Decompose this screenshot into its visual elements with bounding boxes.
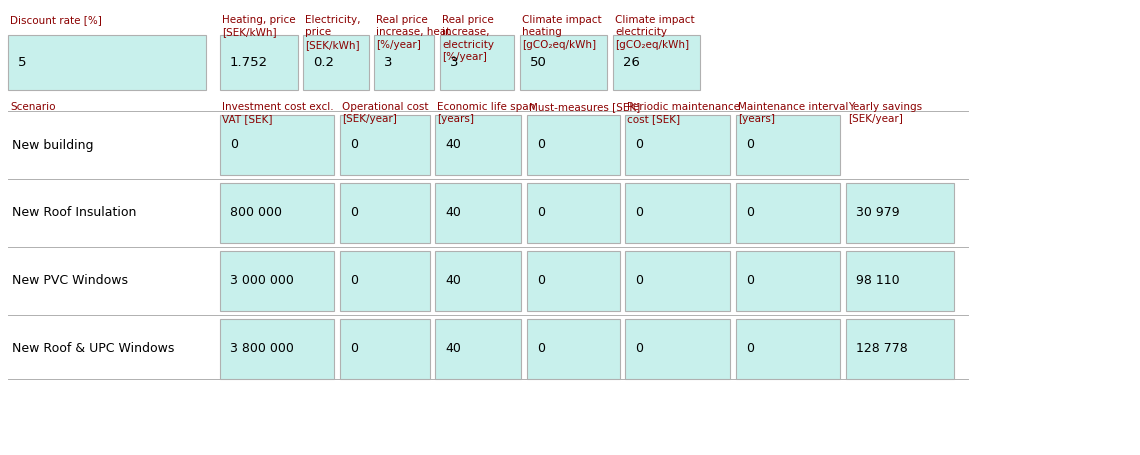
Text: New building: New building — [13, 138, 93, 152]
Bar — [8, 35, 206, 90]
Bar — [220, 251, 334, 311]
Bar — [340, 319, 430, 379]
Text: Periodic maintenance
cost [SEK]: Periodic maintenance cost [SEK] — [627, 102, 740, 124]
Bar — [625, 251, 730, 311]
Text: 40: 40 — [445, 207, 461, 219]
Text: 3 800 000: 3 800 000 — [230, 343, 294, 355]
Bar — [435, 251, 521, 311]
Text: Scenario: Scenario — [10, 102, 56, 112]
Text: 0: 0 — [350, 343, 358, 355]
Text: 0: 0 — [635, 343, 643, 355]
Bar — [527, 319, 620, 379]
Text: Yearly savings
[SEK/year]: Yearly savings [SEK/year] — [848, 102, 922, 124]
Text: 3: 3 — [384, 56, 392, 69]
Text: 0: 0 — [746, 207, 754, 219]
Text: 1.752: 1.752 — [230, 56, 268, 69]
Bar — [220, 35, 298, 90]
Bar — [435, 183, 521, 243]
Text: Economic life span
[years]: Economic life span [years] — [437, 102, 536, 124]
Text: 0: 0 — [350, 207, 358, 219]
Text: 0: 0 — [537, 138, 545, 152]
Bar — [340, 251, 430, 311]
Text: Electricity,
price
[SEK/kWh]: Electricity, price [SEK/kWh] — [306, 15, 360, 50]
Bar — [736, 115, 840, 175]
Text: Maintenance interval
[years]: Maintenance interval [years] — [738, 102, 848, 124]
Text: 30 979: 30 979 — [856, 207, 899, 219]
Text: Heating, price
[SEK/kWh]: Heating, price [SEK/kWh] — [222, 15, 295, 37]
Text: 40: 40 — [445, 138, 461, 152]
Text: 0.2: 0.2 — [314, 56, 334, 69]
Text: New Roof Insulation: New Roof Insulation — [13, 207, 137, 219]
Bar — [527, 115, 620, 175]
Bar — [220, 183, 334, 243]
Bar — [527, 183, 620, 243]
Bar — [440, 35, 514, 90]
Text: 50: 50 — [530, 56, 547, 69]
Text: Climate impact
electricity
[gCO₂eq/kWh]: Climate impact electricity [gCO₂eq/kWh] — [614, 15, 694, 50]
Text: 3 000 000: 3 000 000 — [230, 274, 294, 288]
Text: 40: 40 — [445, 343, 461, 355]
Text: Operational cost
[SEK/year]: Operational cost [SEK/year] — [342, 102, 429, 124]
Bar — [220, 115, 334, 175]
Text: 40: 40 — [445, 274, 461, 288]
Text: 3: 3 — [450, 56, 458, 69]
Bar — [846, 319, 954, 379]
Text: Investment cost excl.
VAT [SEK]: Investment cost excl. VAT [SEK] — [222, 102, 334, 124]
Bar — [374, 35, 434, 90]
Text: 0: 0 — [746, 138, 754, 152]
Bar — [846, 251, 954, 311]
Text: Climate impact
heating
[gCO₂eq/kWh]: Climate impact heating [gCO₂eq/kWh] — [522, 15, 602, 50]
Bar — [846, 183, 954, 243]
Bar — [736, 319, 840, 379]
Text: New Roof & UPC Windows: New Roof & UPC Windows — [13, 343, 174, 355]
Text: Must-measures [SEK]: Must-measures [SEK] — [529, 102, 641, 112]
Text: 26: 26 — [622, 56, 640, 69]
Text: 5: 5 — [18, 56, 26, 69]
Bar — [435, 319, 521, 379]
Bar — [340, 115, 430, 175]
Text: Discount rate [%]: Discount rate [%] — [10, 15, 101, 25]
Bar — [625, 183, 730, 243]
Bar — [435, 115, 521, 175]
Text: New PVC Windows: New PVC Windows — [13, 274, 128, 288]
Bar — [520, 35, 606, 90]
Text: 98 110: 98 110 — [856, 274, 899, 288]
Text: 0: 0 — [350, 138, 358, 152]
Bar — [625, 319, 730, 379]
Text: 0: 0 — [635, 207, 643, 219]
Bar — [736, 183, 840, 243]
Text: 0: 0 — [537, 274, 545, 288]
Bar — [625, 115, 730, 175]
Text: 0: 0 — [537, 207, 545, 219]
Bar — [303, 35, 369, 90]
Text: 800 000: 800 000 — [230, 207, 282, 219]
Text: 0: 0 — [350, 274, 358, 288]
Bar — [736, 251, 840, 311]
Bar — [220, 319, 334, 379]
Text: 0: 0 — [746, 343, 754, 355]
Text: 0: 0 — [635, 274, 643, 288]
Text: 0: 0 — [537, 343, 545, 355]
Text: 0: 0 — [746, 274, 754, 288]
Bar — [527, 251, 620, 311]
Bar — [340, 183, 430, 243]
Text: 0: 0 — [230, 138, 238, 152]
Bar — [613, 35, 700, 90]
Text: Real price
increase,
electricity
[%/year]: Real price increase, electricity [%/year… — [442, 15, 494, 62]
Text: 0: 0 — [635, 138, 643, 152]
Text: 128 778: 128 778 — [856, 343, 907, 355]
Text: Real price
increase, heat
[%/year]: Real price increase, heat [%/year] — [376, 15, 450, 50]
